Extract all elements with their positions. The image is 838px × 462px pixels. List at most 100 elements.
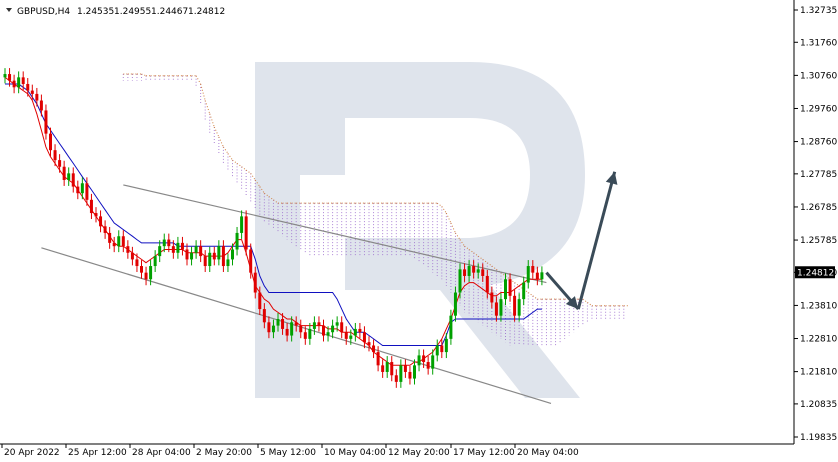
x-tick-label: 12 May 20:00 <box>388 448 450 458</box>
candle-body <box>235 232 239 250</box>
cloud-edge <box>491 265 497 270</box>
cloud-edge <box>254 179 261 187</box>
candle-body <box>185 249 189 260</box>
forecast-arrows <box>545 171 618 311</box>
cloud-edge <box>455 232 461 240</box>
candle-body <box>444 338 448 353</box>
candle-body <box>231 249 234 260</box>
candle-body <box>435 345 439 356</box>
candle-body <box>17 77 21 88</box>
channel-upper-line <box>123 184 547 284</box>
candle-body <box>467 266 471 276</box>
candle-body <box>422 355 426 363</box>
candle-body <box>208 252 212 267</box>
candle-body <box>3 74 7 78</box>
y-tick-label: 1.22810 <box>800 335 837 345</box>
candle-body <box>258 292 262 310</box>
candle-body <box>499 299 503 316</box>
candle-body <box>367 342 371 346</box>
cloud-edge <box>482 259 488 264</box>
candle-body <box>49 133 52 151</box>
candle-body <box>299 325 303 333</box>
candle-body <box>408 371 412 379</box>
cloud-edge <box>441 206 447 214</box>
cloud-edge <box>518 285 524 290</box>
candle-body <box>226 259 230 267</box>
candle-body <box>249 249 253 273</box>
y-tick-label: 1.31760 <box>800 38 837 48</box>
y-tick-label: 1.23810 <box>800 301 837 311</box>
cloud-edge <box>532 295 538 300</box>
candle-body <box>271 325 275 333</box>
cloud-edge <box>232 159 238 164</box>
candle-body <box>267 322 271 333</box>
candle-body <box>472 266 476 273</box>
candle-body <box>376 352 380 366</box>
chart-header: GBPUSD,H4 1.24535 1.24955 1.24467 1.2481… <box>6 7 225 17</box>
candle-body <box>349 335 353 339</box>
candle-body <box>135 259 139 267</box>
candle-body <box>290 322 294 336</box>
candle-body <box>149 266 153 280</box>
candle-body <box>399 365 403 382</box>
cloud-edge <box>222 146 229 154</box>
candle-body <box>458 269 462 293</box>
candle-body <box>390 362 394 376</box>
candle-body <box>253 272 257 293</box>
y-tick-label: 1.32735 <box>800 6 837 16</box>
candle-body <box>67 173 71 180</box>
cloud-edge <box>500 272 506 277</box>
x-tick-label: 17 May 12:00 <box>453 448 515 458</box>
x-tick-label: 20 Apr 2022 <box>4 448 60 458</box>
candle-body <box>180 242 184 250</box>
candle-body <box>308 328 312 339</box>
cloud-edge <box>213 126 220 138</box>
y-tick-label: 1.19835 <box>800 433 837 443</box>
forecast-arrowhead-down <box>565 296 579 310</box>
collapse-triangle-icon[interactable] <box>6 8 12 12</box>
y-tick-label: 1.20835 <box>800 400 837 410</box>
low-value: 1.24467 <box>151 7 188 17</box>
candle-body <box>85 183 89 200</box>
cloud-edge <box>259 186 265 194</box>
candle-body <box>372 345 376 353</box>
high-value: 1.24955 <box>114 7 151 17</box>
candle-body <box>158 246 162 257</box>
candle-body <box>385 362 389 372</box>
y-tick-label: 1.30760 <box>800 71 837 81</box>
cloud-edge <box>264 192 270 197</box>
candle-body <box>285 328 289 336</box>
candle-body <box>504 279 507 300</box>
candle-body <box>199 246 203 257</box>
candle-body <box>176 242 180 253</box>
candle-body <box>203 256 207 267</box>
candle-body <box>403 365 407 372</box>
forecast-arrowhead-up <box>605 171 618 185</box>
candle-body <box>62 166 66 180</box>
candle-body <box>217 246 221 260</box>
candle-body <box>508 279 512 296</box>
candle-body <box>517 299 521 316</box>
cloud-edge <box>445 212 452 224</box>
candle-body <box>121 236 125 247</box>
cloud-edge <box>477 255 484 260</box>
current-price-label: 1.24812 <box>797 268 834 278</box>
candle-body <box>35 93 39 101</box>
cloud-edge <box>250 173 256 181</box>
candle-body <box>30 90 34 94</box>
candle-body <box>171 246 175 253</box>
candle-body <box>294 322 298 326</box>
cloud-edge <box>268 196 274 201</box>
candle-body <box>453 292 457 316</box>
candle-body <box>362 332 366 343</box>
candle-body <box>130 252 134 260</box>
candle-body <box>221 246 225 267</box>
candlesticks <box>3 68 544 388</box>
candle-body <box>103 226 107 233</box>
cloud-edge <box>587 302 593 307</box>
cloud-edge <box>218 136 224 148</box>
candle-body <box>12 80 16 88</box>
cloud-edge <box>582 298 588 303</box>
